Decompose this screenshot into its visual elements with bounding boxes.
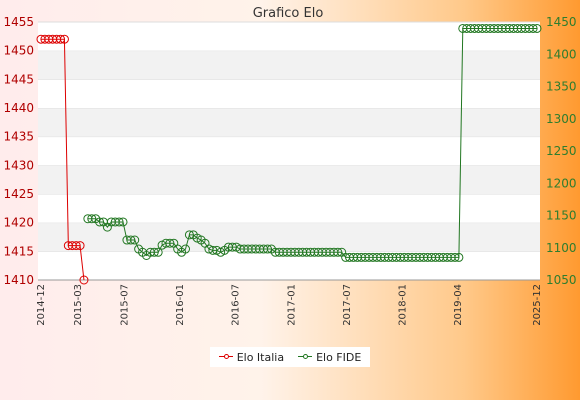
legend-label-elo-italia: Elo Italia — [236, 350, 285, 364]
data-point — [532, 23, 542, 33]
data-point — [71, 241, 81, 251]
x-tick-label: 2015-03 — [73, 284, 84, 326]
y-right-tick-label: 1050 — [546, 273, 577, 287]
y-right-tick-label: 1400 — [546, 47, 577, 61]
x-tick-label: 2014-12 — [36, 284, 47, 326]
x-tick-label: 2018-01 — [398, 284, 409, 326]
y-right-tick-label: 1350 — [546, 80, 577, 94]
y-left-tick-label: 1445 — [3, 72, 34, 86]
grid-band — [38, 22, 540, 51]
y-left-tick-label: 1410 — [3, 273, 34, 287]
grid-band — [38, 165, 540, 194]
y-left-tick-label: 1425 — [3, 187, 34, 201]
grid-band — [38, 136, 540, 166]
y-left-tick-label: 1440 — [3, 101, 34, 115]
data-point — [75, 241, 85, 251]
series-line-elo-italia — [41, 38, 85, 281]
data-point — [181, 244, 191, 254]
data-point — [165, 238, 175, 248]
legend: Elo Italia Elo FIDE — [210, 347, 370, 367]
y-right-tick-label: 1150 — [546, 209, 577, 223]
y-right-tick-label: 1200 — [546, 176, 577, 190]
legend-swatch-elo-fide — [298, 352, 313, 362]
series-elo-italia — [36, 34, 89, 285]
y-left-tick-label: 1450 — [3, 44, 34, 58]
legend-swatch-elo-italia — [218, 352, 233, 362]
grid-bands — [38, 21, 540, 281]
x-tick-label: 2019-04 — [453, 284, 464, 326]
grid-band — [38, 222, 540, 252]
data-point — [454, 252, 464, 262]
x-tick-label: 2017-07 — [342, 284, 353, 326]
x-tick-label: 2017-01 — [286, 284, 297, 326]
data-point — [114, 217, 124, 227]
x-tick-label: 2016-01 — [175, 284, 186, 326]
x-tick-label: 2025-12 — [532, 284, 543, 326]
series-group — [36, 23, 542, 285]
grid-band — [38, 79, 540, 108]
data-point — [528, 23, 538, 33]
y-left-tick-label: 1430 — [3, 158, 34, 172]
y-left-tick-label: 1435 — [3, 130, 34, 144]
data-point — [130, 235, 140, 245]
x-tick-label: 2015-07 — [119, 284, 130, 326]
y-right-tick-label: 1300 — [546, 112, 577, 126]
y-axis-right: 1050 1100 1150 1200 1250 1300 1350 1400 1450 — [546, 15, 577, 287]
data-point — [184, 230, 194, 240]
grid-band — [38, 50, 540, 80]
x-tick-label: 2016-07 — [231, 284, 242, 326]
legend-item-elo-italia[interactable]: Elo Italia — [218, 350, 285, 364]
data-point — [56, 34, 66, 44]
y-left-tick-label: 1455 — [3, 15, 34, 29]
y-left-tick-label: 1420 — [3, 216, 34, 230]
data-point — [95, 217, 105, 227]
data-point — [149, 247, 159, 257]
legend-item-elo-fide[interactable]: Elo FIDE — [298, 351, 361, 364]
y-right-tick-label: 1100 — [546, 241, 577, 255]
data-point — [59, 34, 69, 44]
x-axis: 2014-12 2015-03 2015-07 2016-01 2016-07 2017-… — [36, 284, 543, 326]
data-point — [153, 247, 163, 257]
y-right-tick-label: 1250 — [546, 144, 577, 158]
y-left-tick-label: 1415 — [3, 244, 34, 258]
data-point — [87, 214, 97, 224]
data-point — [79, 275, 89, 285]
series-elo-fide — [83, 23, 542, 262]
grid-band — [38, 108, 540, 137]
data-point — [126, 235, 136, 245]
legend-label-elo-fide: Elo FIDE — [316, 350, 362, 364]
y-right-tick-label: 1450 — [546, 15, 577, 29]
chart-title: Grafico Elo — [253, 6, 324, 21]
data-point — [118, 217, 128, 227]
y-axis-left: 1410 1415 1420 1425 1430 1435 1440 1445 1450 1455 — [3, 15, 34, 287]
data-point — [450, 252, 460, 262]
data-point — [263, 244, 273, 254]
data-point — [333, 247, 343, 257]
